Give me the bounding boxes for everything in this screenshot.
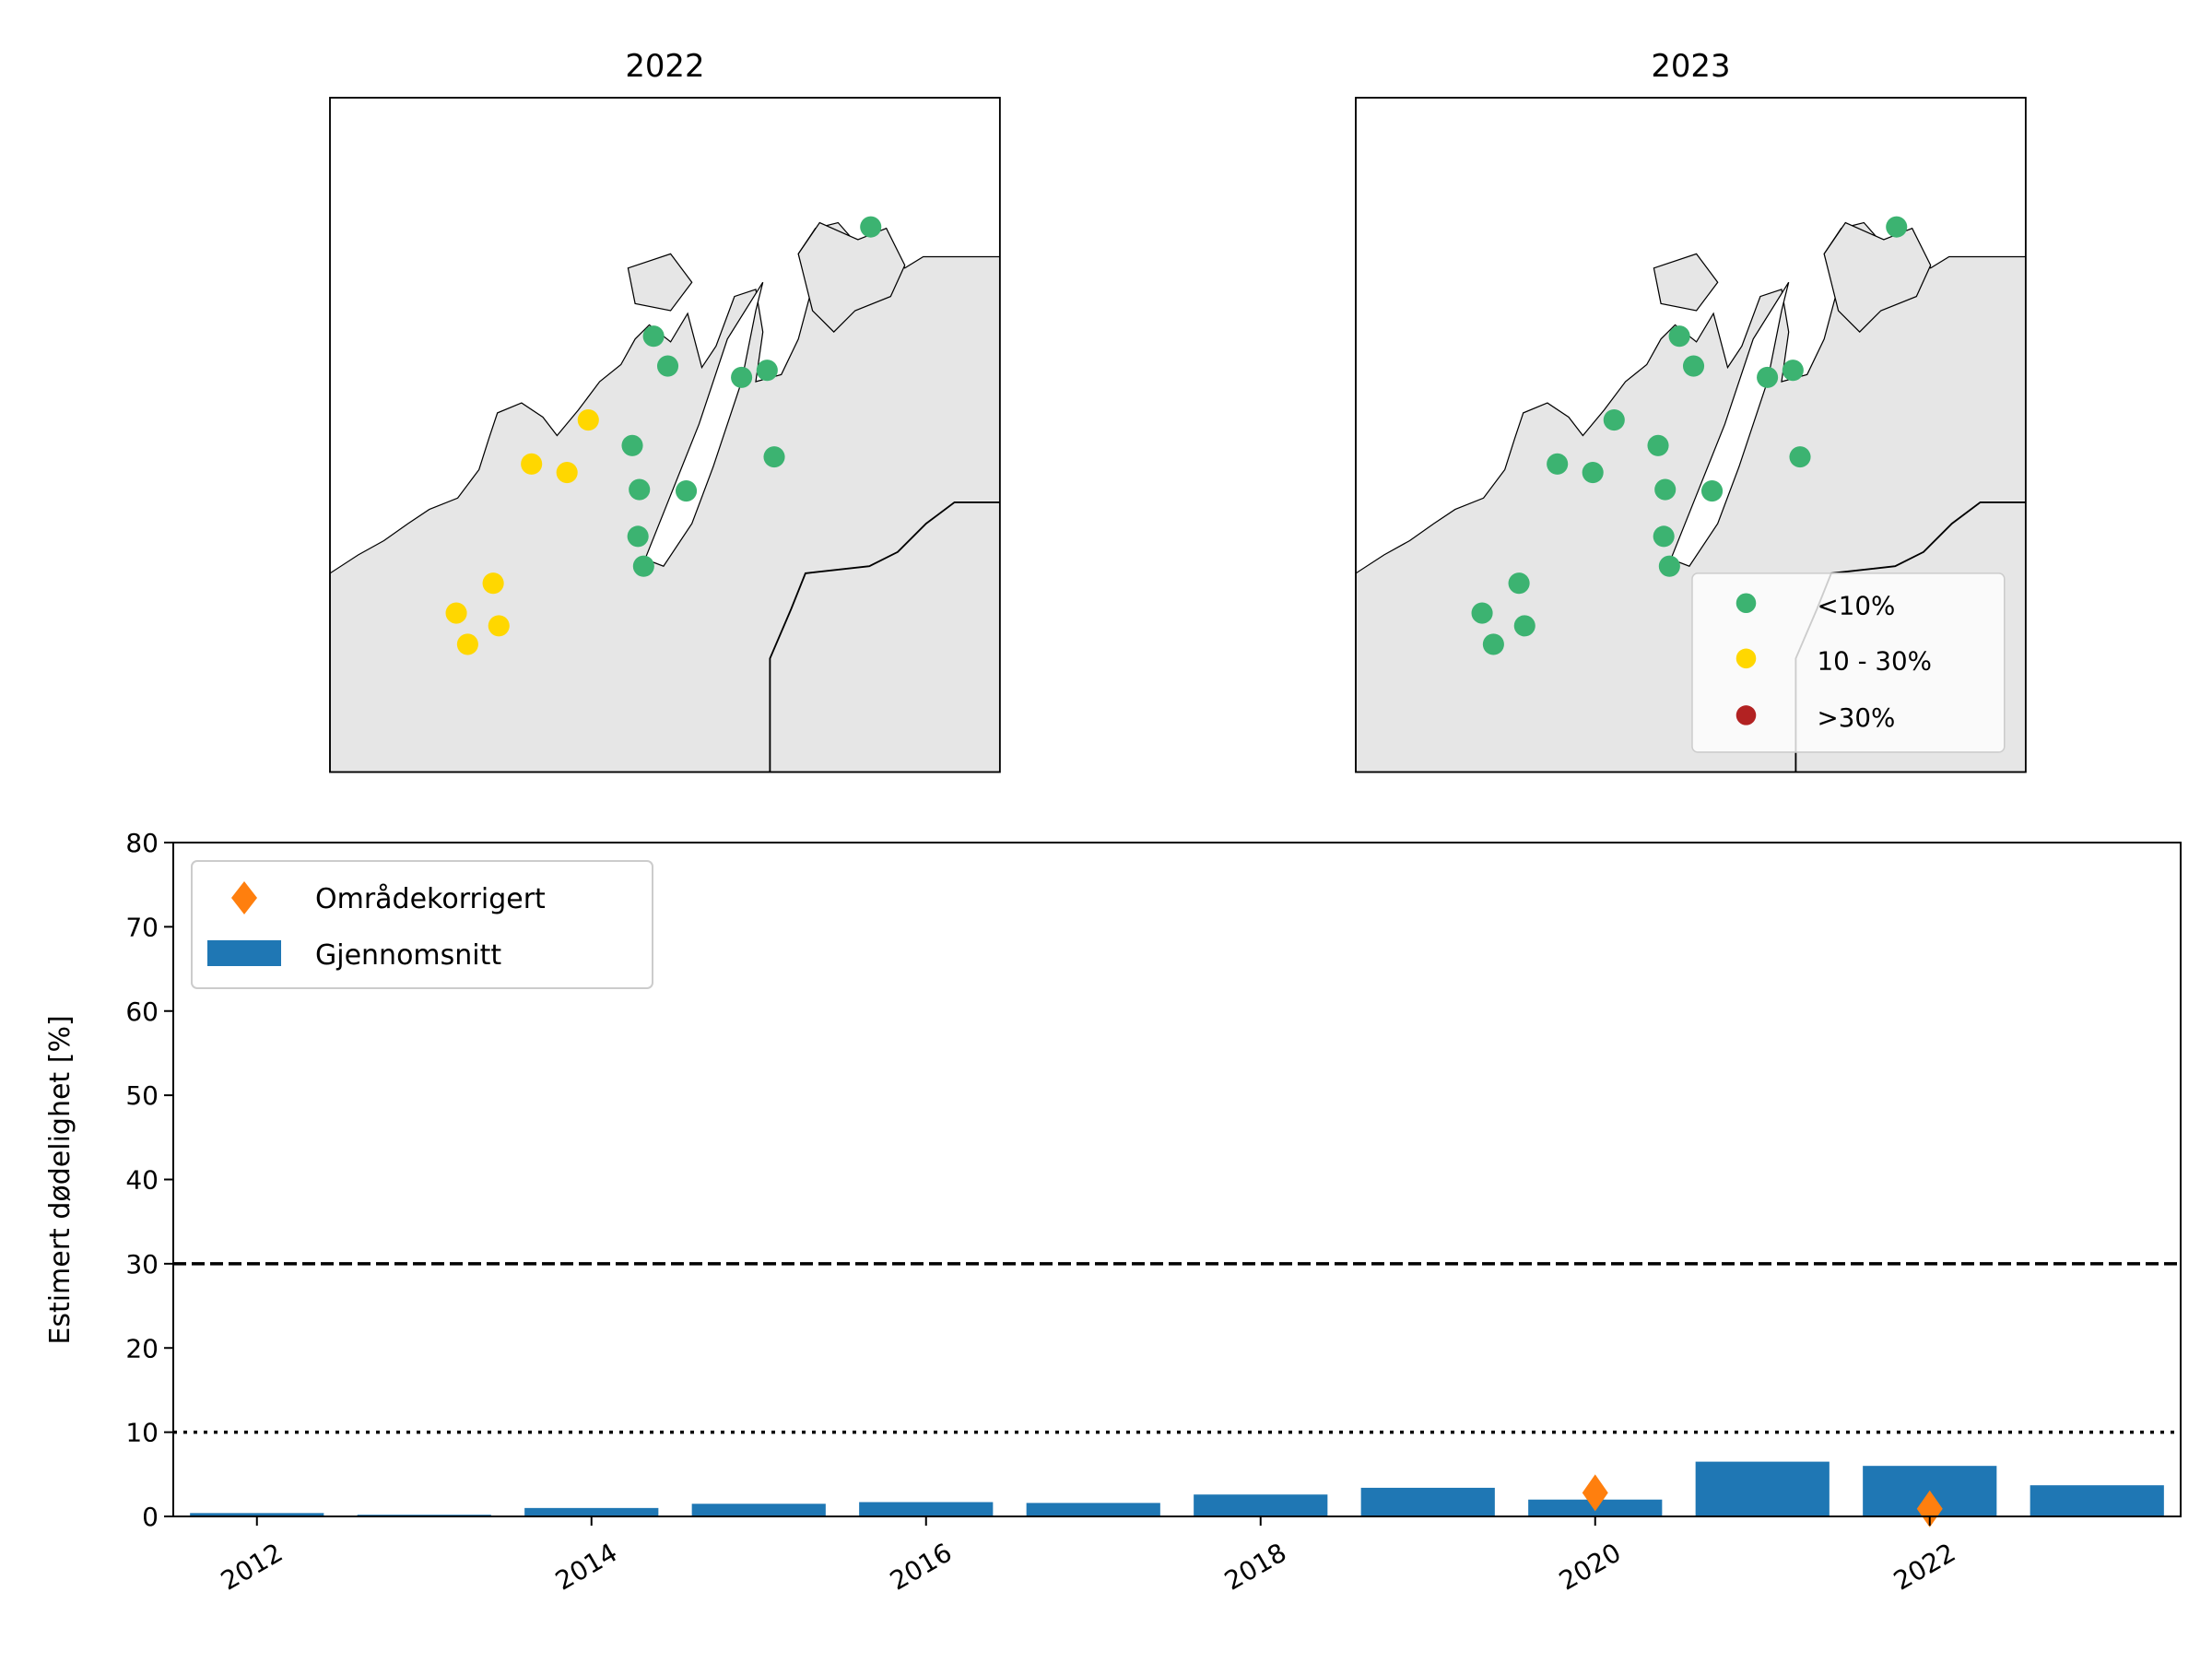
site-marker-lt10 — [1682, 355, 1705, 377]
site-marker-10to30 — [456, 633, 478, 655]
bar-2016 — [859, 1502, 994, 1516]
site-marker-lt10 — [763, 446, 785, 468]
y-tick-label: 40 — [125, 1165, 159, 1196]
site-marker-10to30 — [521, 453, 543, 475]
site-marker-lt10 — [627, 525, 649, 548]
legend-marker-10to30 — [1735, 648, 1757, 669]
x-tick-label: 2014 — [550, 1537, 622, 1596]
x-tick-label: 2018 — [1219, 1537, 1291, 1596]
site-marker-lt10 — [1508, 572, 1530, 595]
site-marker-lt10 — [1886, 216, 1908, 238]
map-legend: <10% 10 - 30% >30% — [1691, 572, 2006, 753]
bar-2012 — [190, 1513, 324, 1516]
legend-label-gt30: >30% — [1818, 702, 1896, 733]
bar-2023 — [2030, 1485, 2164, 1516]
x-tick-label: 2022 — [1888, 1537, 1960, 1596]
y-tick-label: 20 — [125, 1333, 159, 1363]
x-tick-label: 2012 — [216, 1537, 288, 1596]
bar-2014 — [524, 1507, 659, 1516]
y-tick-label: 60 — [125, 997, 159, 1027]
site-marker-10to30 — [445, 602, 467, 624]
site-marker-lt10 — [1647, 434, 1669, 456]
legend-label-bar: Gjennomsnitt — [315, 939, 501, 972]
y-tick-label: 70 — [125, 912, 159, 942]
map-title: 2023 — [1651, 48, 1730, 84]
mortality-bar-chart: Estimert dødelighet [%] Områdekorrigert … — [44, 828, 2182, 1597]
y-tick-label: 50 — [125, 1080, 159, 1111]
legend-label-lt10: <10% — [1818, 591, 1896, 621]
site-marker-10to30 — [488, 615, 510, 637]
x-tick-label: 2016 — [885, 1537, 957, 1596]
border-line — [769, 501, 1000, 773]
fjord — [644, 281, 764, 567]
y-tick-label: 30 — [125, 1249, 159, 1280]
site-marker-lt10 — [1789, 446, 1811, 468]
map-title: 2022 — [625, 48, 704, 84]
legend-bar-swatch — [207, 940, 281, 966]
site-marker-lt10 — [1547, 453, 1569, 475]
bar-2019 — [1360, 1487, 1495, 1516]
bar-2021 — [1695, 1461, 1830, 1516]
map-frame — [329, 97, 1001, 773]
site-marker-lt10 — [1782, 360, 1804, 382]
site-marker-10to30 — [577, 409, 599, 431]
site-marker-lt10 — [1757, 366, 1779, 388]
island — [797, 221, 906, 333]
y-tick-label: 0 — [142, 1502, 159, 1532]
area-corrected-marker-2022 — [1916, 1490, 1943, 1527]
site-marker-10to30 — [556, 462, 578, 484]
site-marker-lt10 — [731, 366, 753, 388]
site-marker-lt10 — [1513, 615, 1535, 637]
x-tick-label: 2020 — [1554, 1537, 1626, 1596]
legend-label-10to30: 10 - 30% — [1818, 646, 1933, 677]
site-marker-lt10 — [756, 360, 778, 382]
site-marker-lt10 — [1603, 409, 1625, 431]
site-marker-lt10 — [621, 434, 643, 456]
site-marker-lt10 — [1700, 480, 1724, 502]
bar-2015 — [691, 1504, 826, 1516]
site-marker-lt10 — [1658, 555, 1680, 577]
site-marker-lt10 — [629, 478, 651, 501]
site-marker-lt10 — [860, 216, 882, 238]
legend-diamond-icon — [231, 881, 257, 914]
site-marker-lt10 — [1582, 462, 1604, 484]
fjord — [1670, 281, 1790, 567]
island — [1823, 221, 1932, 333]
map-2022: 2022 — [329, 48, 1001, 773]
site-marker-lt10 — [1482, 633, 1504, 655]
y-axis-label: Estimert dødelighet [%] — [44, 1015, 76, 1344]
map-2023: 2023 <10% 10 - 30% >30% — [1355, 48, 2027, 773]
site-marker-lt10 — [1471, 602, 1493, 624]
y-tick-label: 80 — [125, 828, 159, 858]
chart-legend: Områdekorrigert Gjennomsnitt — [191, 860, 653, 989]
y-tick-label: 10 — [125, 1418, 159, 1448]
island — [1653, 253, 1719, 312]
map-frame — [1355, 97, 2027, 773]
site-marker-lt10 — [1668, 325, 1690, 348]
island — [627, 253, 693, 312]
site-marker-lt10 — [1654, 478, 1677, 501]
site-marker-lt10 — [642, 325, 665, 348]
bar-2018 — [1194, 1494, 1328, 1516]
site-marker-10to30 — [482, 572, 504, 595]
site-marker-lt10 — [632, 555, 654, 577]
site-marker-lt10 — [1653, 525, 1675, 548]
area-corrected-marker-2020 — [1582, 1474, 1608, 1512]
legend-marker-lt10 — [1735, 593, 1757, 614]
site-marker-lt10 — [656, 355, 679, 377]
bar-2017 — [1026, 1503, 1160, 1516]
site-marker-lt10 — [675, 480, 698, 502]
legend-label-marker: Områdekorrigert — [315, 883, 546, 915]
legend-marker-gt30 — [1735, 705, 1757, 725]
